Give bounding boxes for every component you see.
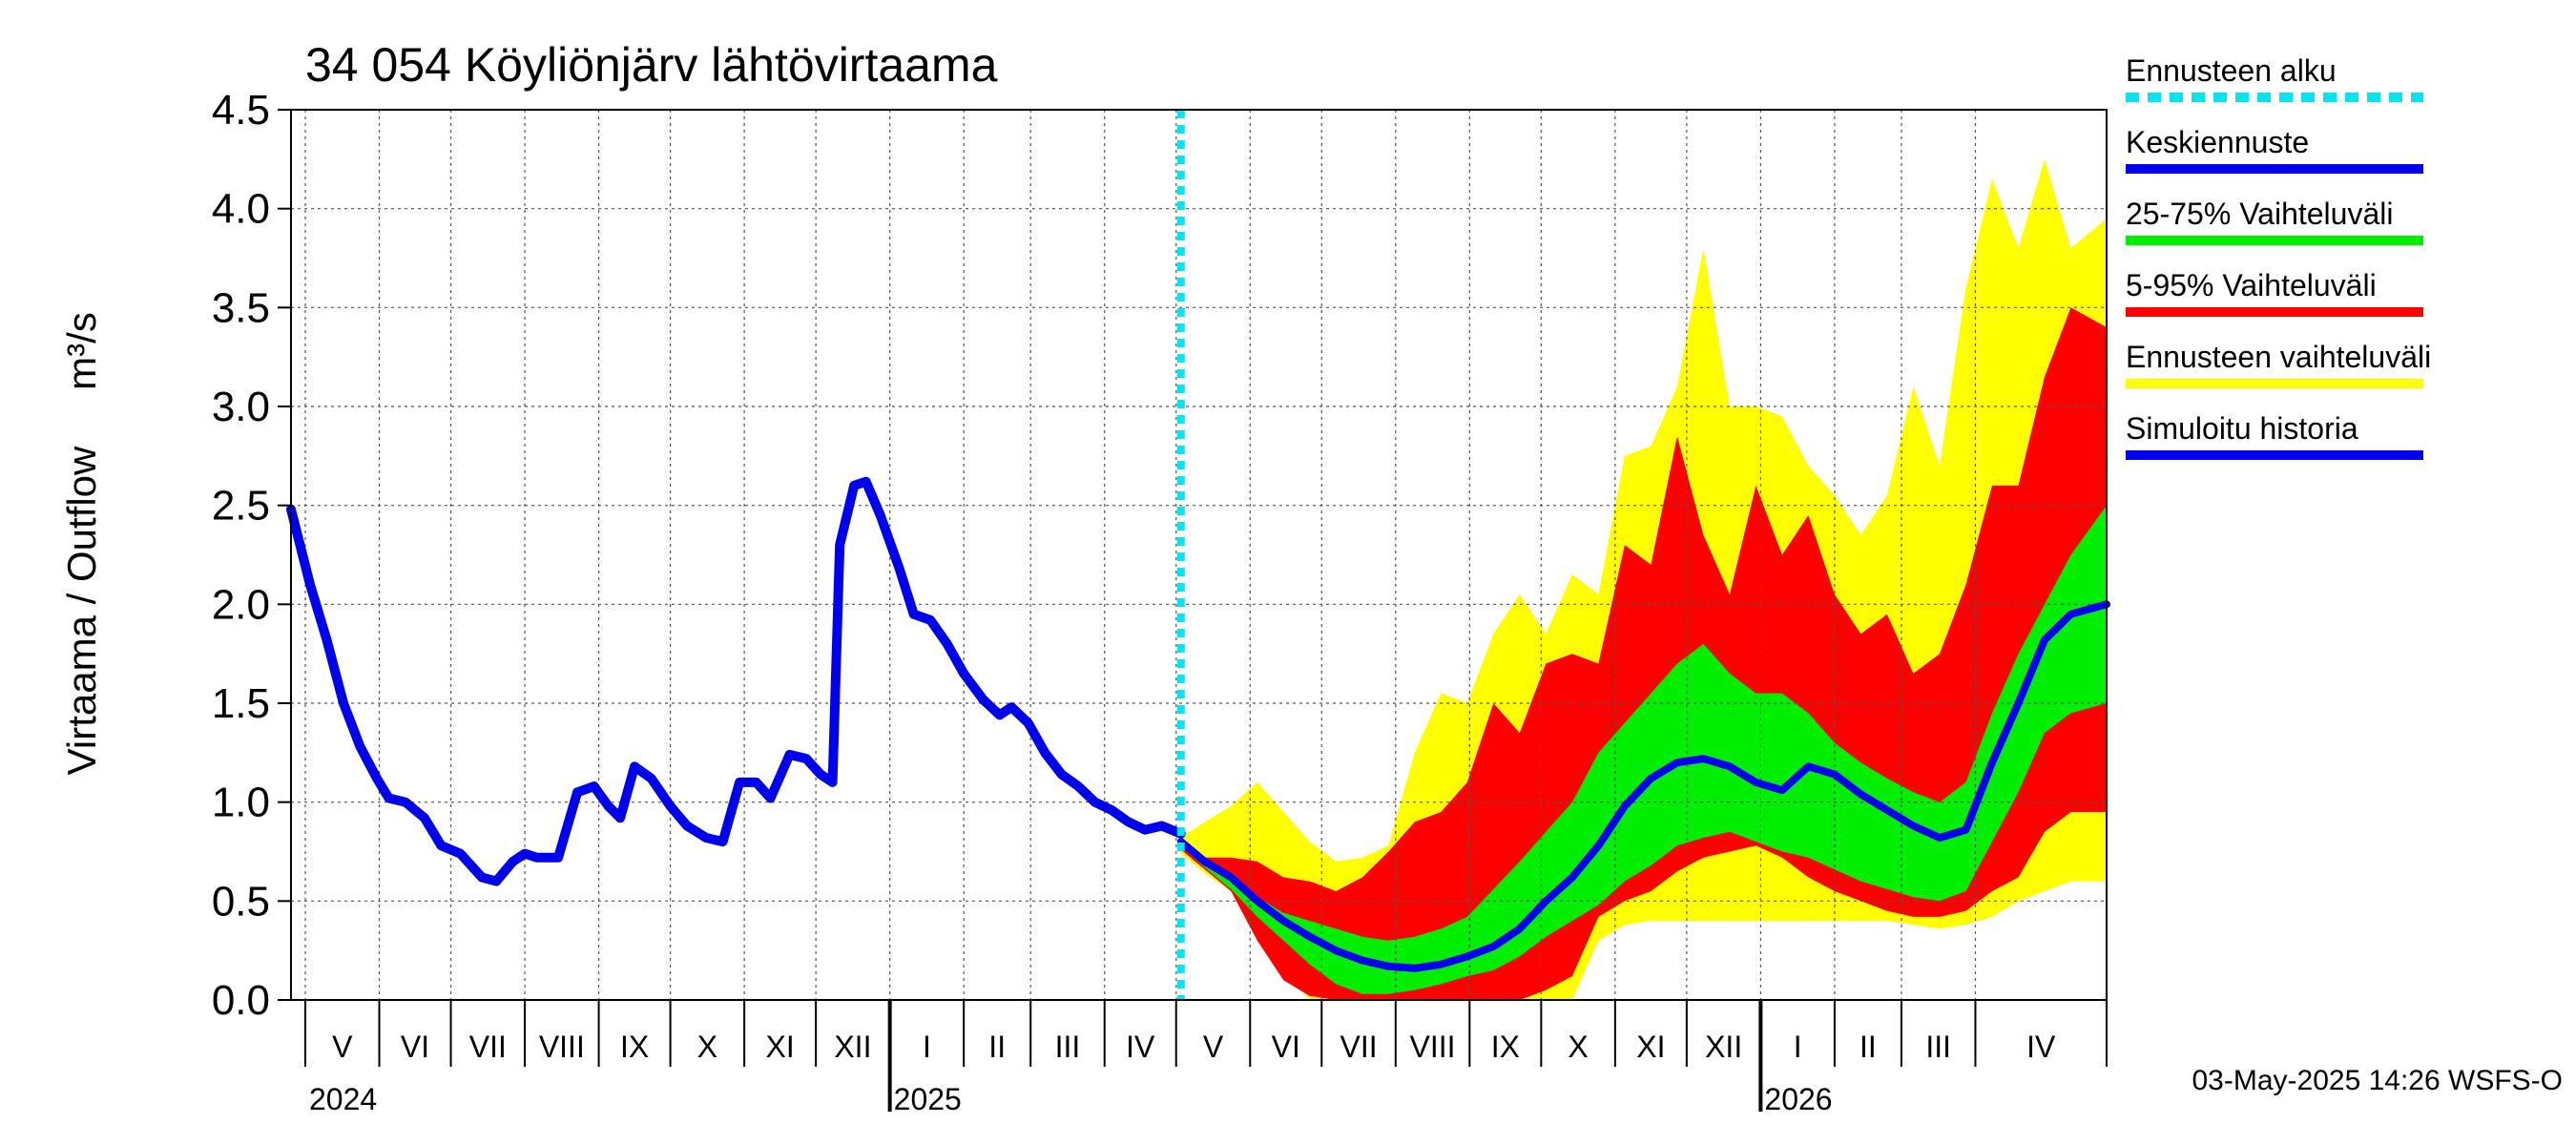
x-month-label: VIII — [539, 1030, 585, 1064]
series-keskiennuste — [1176, 600, 2110, 972]
y-tick-label: 3.5 — [212, 284, 270, 331]
y-tick-label: 4.5 — [212, 87, 270, 134]
y-tick-label: 2.5 — [212, 483, 270, 530]
legend-label: Simuloitu historia — [2126, 411, 2358, 446]
y-tick-label: 4.0 — [212, 186, 270, 233]
x-month-label: I — [1794, 1030, 1802, 1064]
y-tick-label: 1.0 — [212, 780, 270, 826]
y-tick-label: 1.5 — [212, 680, 270, 727]
x-month-label: III — [1925, 1030, 1951, 1064]
y-tick-label: 3.0 — [212, 384, 270, 430]
x-month-label: X — [697, 1030, 717, 1064]
x-month-label: IV — [1126, 1030, 1155, 1064]
x-month-label: IX — [1491, 1030, 1520, 1064]
footer-timestamp: 03-May-2025 14:26 WSFS-O — [2192, 1065, 2564, 1096]
legend-label: Ennusteen vaihteluväli — [2126, 340, 2431, 374]
x-month-label: II — [1859, 1030, 1877, 1064]
x-month-label: IX — [620, 1030, 649, 1064]
x-month-label: XII — [1705, 1030, 1742, 1064]
x-month-label: XII — [834, 1030, 871, 1064]
x-month-label: V — [1203, 1030, 1224, 1064]
x-month-label: VIII — [1410, 1030, 1456, 1064]
x-month-label: IV — [2026, 1030, 2056, 1064]
series-lines — [286, 476, 2110, 972]
forecast-bands — [1180, 158, 2107, 1001]
x-month-label: II — [988, 1030, 1006, 1064]
y-tick-label: 0.5 — [212, 878, 270, 925]
legend-label: Ennusteen alku — [2126, 53, 2337, 88]
x-year-label: 2025 — [894, 1082, 962, 1116]
legend-label: 25-75% Vaihteluväli — [2126, 197, 2393, 231]
x-month-label: XI — [1636, 1030, 1665, 1064]
y-axis: 0.0 0.5 1.0 1.5 2.0 2.5 3.0 3.5 4.0 4.5 — [212, 87, 291, 1024]
band-25-75-vaihteluv-li — [1180, 505, 2107, 994]
x-month-label: VII — [1340, 1030, 1377, 1064]
x-month-label: VI — [1272, 1030, 1300, 1064]
y-tick-label: 2.0 — [212, 581, 270, 628]
legend-label: Keskiennuste — [2126, 125, 2309, 159]
series-simuloitu-historia — [286, 476, 1186, 886]
y-axis-unit: m³/s — [59, 312, 104, 390]
y-tick-label: 0.0 — [212, 977, 270, 1024]
x-month-label: X — [1568, 1030, 1588, 1064]
x-month-label: I — [923, 1030, 931, 1064]
x-year-label: 2026 — [1764, 1082, 1832, 1116]
chart-title: 34 054 Köyliönjärv lähtövirtaama — [305, 38, 998, 92]
x-month-label: XI — [766, 1030, 795, 1064]
plot-area — [286, 109, 2110, 1001]
x-month-label: VII — [469, 1030, 507, 1064]
x-month-label: V — [332, 1030, 353, 1064]
y-axis-label: Virtaama / Outflow — [59, 446, 104, 775]
x-month-label: III — [1055, 1030, 1081, 1064]
x-axis: V VI VII VIII IX X XI XII I II III IV V VI VII VIII IX X X… — [291, 999, 2108, 1116]
legend: Ennusteen alku Keskiennuste 25-75% Vaihtel… — [2126, 53, 2431, 460]
legend-label: 5-95% Vaihteluväli — [2126, 268, 2377, 302]
x-month-label: VI — [401, 1030, 429, 1064]
x-year-label: 2024 — [309, 1082, 377, 1116]
